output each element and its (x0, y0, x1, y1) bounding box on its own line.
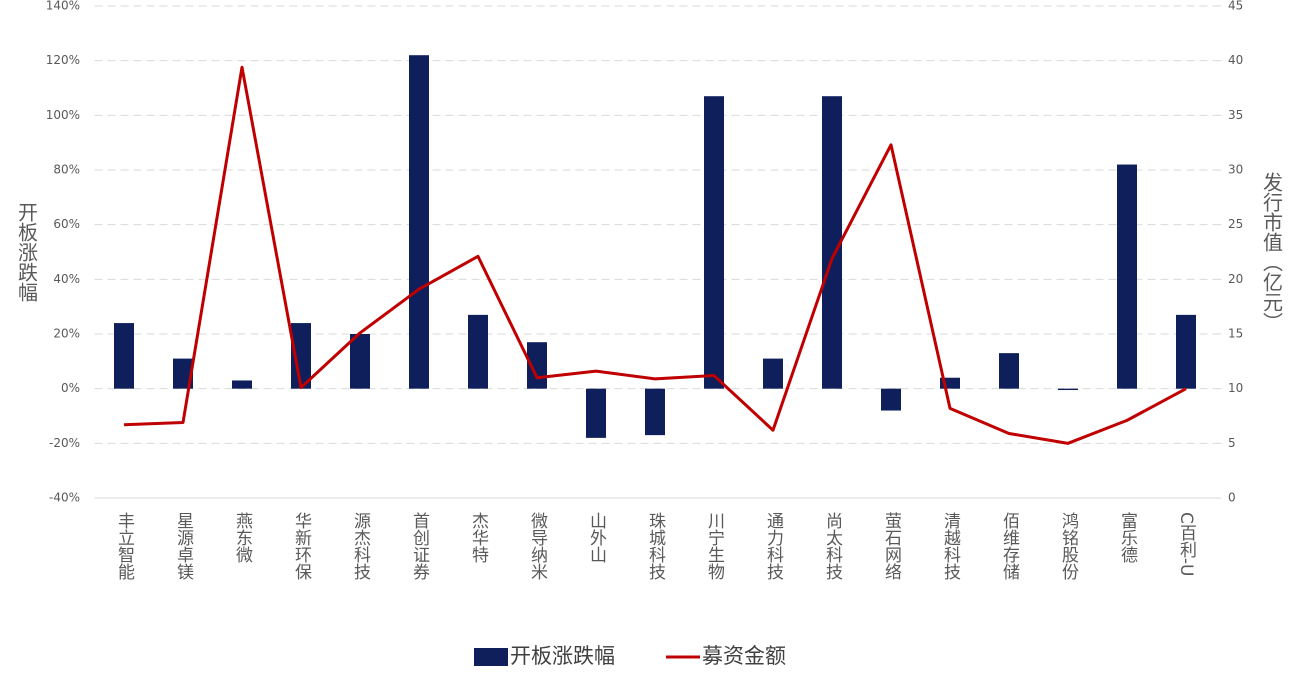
y-tick-label: 20% (53, 327, 80, 341)
bar (704, 96, 724, 389)
bar (173, 358, 193, 389)
y-tick-label: 100% (46, 108, 80, 122)
bar (586, 388, 606, 438)
y2-tick-label: 15 (1228, 327, 1243, 341)
x-tick-label: 萤石网络 (881, 512, 902, 580)
bar (822, 96, 842, 389)
y2-tick-label: 5 (1228, 436, 1236, 450)
x-tick-label: 微导纳米 (527, 512, 548, 580)
y2-tick-label: 35 (1228, 108, 1243, 122)
bar (114, 323, 134, 389)
y-axis-title: 开板涨跌幅 (15, 202, 39, 302)
bar (645, 388, 665, 436)
y2-tick-label: 10 (1228, 381, 1243, 395)
x-tick-label: 星源卓镁 (173, 512, 194, 580)
bar (1058, 388, 1078, 391)
x-tick-label: 尚太科技 (822, 512, 843, 581)
x-tick-label: 丰立智能 (114, 512, 135, 581)
bar (232, 380, 252, 389)
y2-tick-label: 20 (1228, 272, 1243, 286)
x-tick-label: C百利-U (1176, 512, 1197, 576)
x-tick-label: 山外山 (586, 512, 607, 563)
bar (1176, 314, 1196, 389)
bar (940, 377, 960, 389)
x-tick-label: 杰华特 (468, 512, 489, 563)
y2-tick-label: 40 (1228, 53, 1243, 67)
bar (881, 388, 901, 411)
x-tick-label: 首创证券 (409, 512, 430, 580)
y-tick-label: 140% (46, 0, 80, 13)
legend-label: 开板涨跌幅 (510, 644, 615, 668)
y-tick-label: -40% (49, 491, 80, 505)
y-tick-label: 40% (53, 272, 80, 286)
legend-label: 募资金额 (702, 644, 786, 668)
y-tick-label: 80% (53, 163, 80, 177)
x-tick-label: 清越科技 (940, 512, 961, 581)
bar (468, 314, 488, 389)
bar (409, 55, 429, 389)
x-tick-label: 华新环保 (291, 512, 312, 580)
bar (763, 358, 783, 389)
bar (1117, 164, 1137, 389)
x-tick-label: 佰维存储 (999, 512, 1020, 580)
y2-tick-label: 45 (1228, 0, 1243, 13)
bar (291, 323, 311, 389)
x-tick-label: 富乐德 (1117, 512, 1138, 563)
bar (350, 334, 370, 389)
x-tick-label: 川宁生物 (704, 512, 725, 580)
y-tick-label: -20% (49, 436, 80, 450)
y-tick-label: 60% (53, 217, 80, 231)
x-tick-label: 通力科技 (763, 512, 784, 581)
x-tick-label: 燕东微 (232, 512, 253, 563)
y2-axis-title: 发行市值（亿元） (1260, 172, 1284, 332)
x-tick-label: 鸿铭股份 (1058, 512, 1079, 581)
x-tick-label: 珠城科技 (645, 512, 666, 581)
legend-swatch (474, 648, 508, 666)
y-tick-label: 120% (46, 53, 80, 67)
line (123, 65, 1187, 445)
y-tick-label: 0% (61, 381, 80, 395)
x-tick-label: 源杰科技 (350, 512, 371, 581)
y2-tick-label: 25 (1228, 217, 1243, 231)
bar (999, 353, 1019, 389)
y2-tick-label: 0 (1228, 491, 1236, 505)
y2-tick-label: 30 (1228, 163, 1243, 177)
